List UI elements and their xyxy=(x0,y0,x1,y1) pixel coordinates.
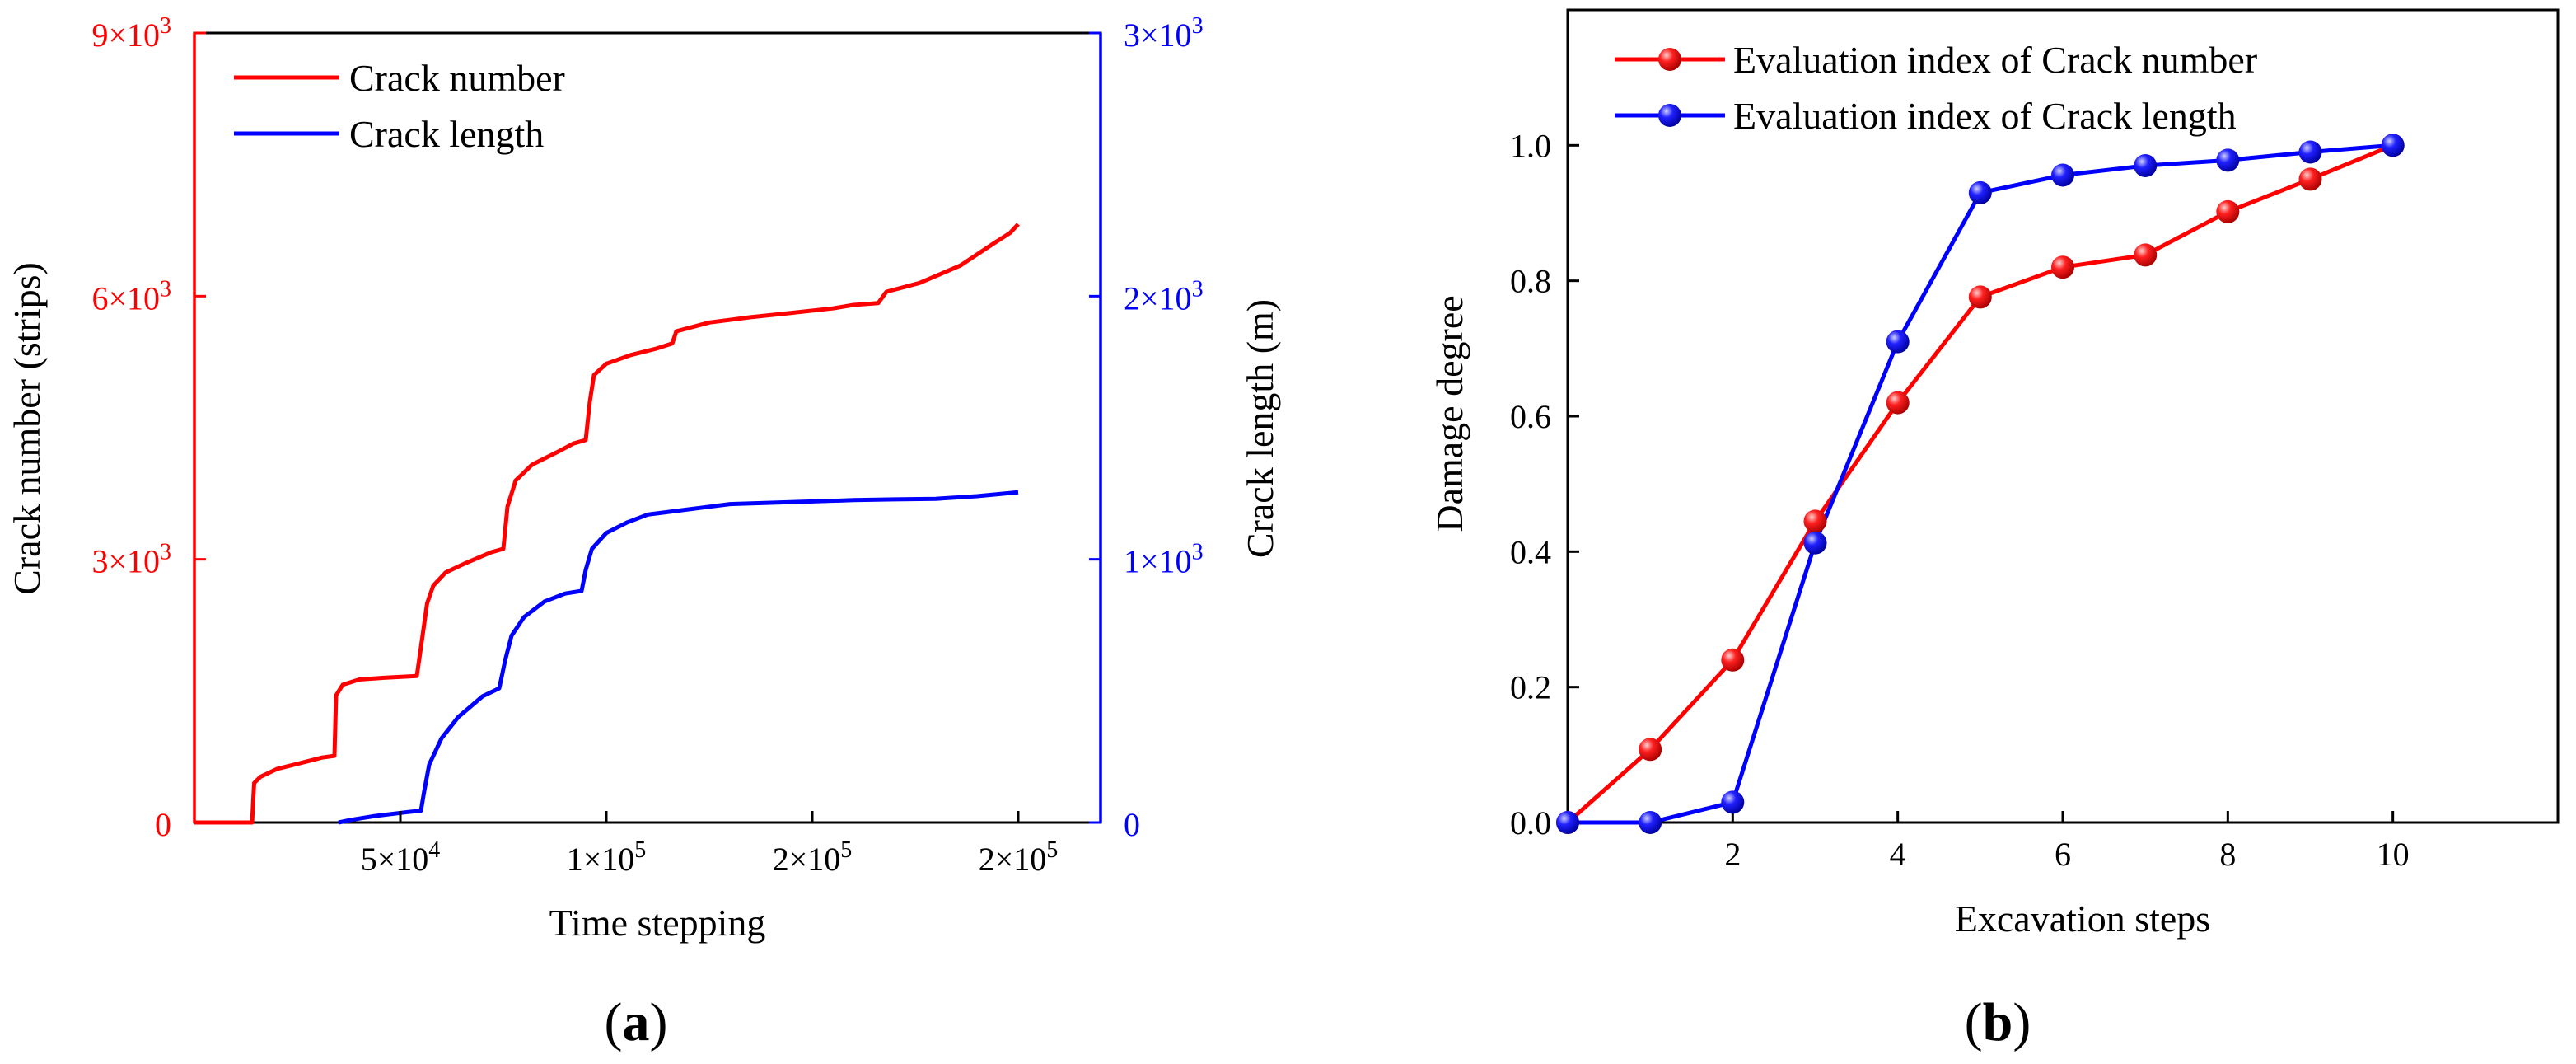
legend-b: Evaluation index of Crack number Evaluat… xyxy=(1615,39,2257,137)
series-line-crack-number xyxy=(194,223,1020,825)
left-y-tick-label: 6×103 xyxy=(91,276,171,316)
right-y-tick-label: 1×103 xyxy=(1124,540,1204,580)
legend-label-crack-length: Crack length xyxy=(349,113,544,155)
data-point-crack-number xyxy=(1968,285,1992,309)
data-point-crack-length xyxy=(1721,790,1745,814)
data-point-crack-number xyxy=(2298,167,2322,191)
x-tick-label-a: 1×105 xyxy=(567,837,647,878)
y-axis-title-left: Crack number (strips) xyxy=(6,262,48,595)
y-tick-label-b: 0.0 xyxy=(1510,804,1551,841)
x-tick-label-b: 4 xyxy=(1890,836,1906,873)
legend-label-crack-number: Crack number xyxy=(349,57,565,99)
data-point-crack-number xyxy=(1803,509,1827,533)
series-group-a xyxy=(194,223,1020,825)
x-tick-label-a: 2×105 xyxy=(773,837,853,878)
x-axis-title-b: Excavation steps xyxy=(1955,898,2210,940)
series-group-b xyxy=(1556,134,2405,834)
x-axis-ticks-b: 2 4 6 8 10 xyxy=(1724,811,2410,873)
y-axis-title-b: Damage degree xyxy=(1428,295,1470,532)
series-line-evaluation-index-of-crack-length xyxy=(1568,143,2393,825)
data-point-crack-number xyxy=(2134,243,2158,267)
y-tick-label-b: 0.4 xyxy=(1510,533,1551,570)
x-tick-label-b: 8 xyxy=(2219,836,2236,873)
legend-marker-eval-crack-length xyxy=(1658,104,1681,127)
data-point-crack-length xyxy=(2298,140,2322,164)
data-point-crack-length xyxy=(2051,163,2074,187)
x-tick-label-b: 2 xyxy=(1724,836,1741,873)
data-point-crack-length xyxy=(1556,811,1579,834)
left-y-axis-ticks: 0 3×103 6×103 9×103 xyxy=(91,13,206,843)
data-point-crack-number xyxy=(2051,255,2074,279)
series-line-evaluation-index-of-crack-number xyxy=(1566,143,2394,824)
data-point-crack-number xyxy=(2216,199,2240,223)
data-point-crack-number xyxy=(1721,648,1745,672)
data-point-crack-length xyxy=(1968,180,1992,204)
y-tick-label-b: 0.2 xyxy=(1510,669,1551,706)
legend-a: Crack number Crack length xyxy=(234,57,565,155)
panel-label-b: (b) xyxy=(1965,992,2031,1052)
x-tick-label-a: 5×104 xyxy=(361,837,441,878)
right-y-tick-label: 2×103 xyxy=(1124,276,1204,316)
y-tick-label-b: 0.6 xyxy=(1510,398,1551,435)
data-point-crack-length xyxy=(1886,330,1910,354)
legend-marker-eval-crack-number xyxy=(1658,48,1681,71)
y-tick-label-b: 1.0 xyxy=(1510,127,1551,164)
legend-label-eval-crack-number: Evaluation index of Crack number xyxy=(1733,39,2257,81)
data-point-crack-number xyxy=(1639,738,1662,762)
right-y-tick-label: 0 xyxy=(1124,806,1140,843)
left-y-tick-label: 0 xyxy=(155,806,171,843)
panel-a-crack-evolution: 5×104 1×105 2×105 2×105 0 3×103 6×103 9×103 0 1… xyxy=(6,13,1281,1052)
right-y-tick-label: 3×103 xyxy=(1124,13,1204,54)
y-tick-label-b: 0.8 xyxy=(1510,263,1551,300)
data-point-crack-length xyxy=(2134,154,2158,177)
x-axis-title-a: Time stepping xyxy=(549,902,766,944)
legend-label-eval-crack-length: Evaluation index of Crack length xyxy=(1733,95,2237,137)
data-point-crack-length xyxy=(1639,811,1662,834)
plot-frame-a xyxy=(193,31,1102,824)
data-point-crack-length xyxy=(1803,531,1827,555)
right-y-axis-ticks: 0 1×103 2×103 3×103 xyxy=(1089,13,1204,843)
data-point-crack-length xyxy=(2216,148,2240,172)
x-tick-label-b: 10 xyxy=(2377,836,2410,873)
panel-label-a: (a) xyxy=(605,992,668,1052)
left-y-tick-label: 9×103 xyxy=(91,13,171,54)
data-point-crack-number xyxy=(1886,391,1910,415)
panel-b-damage-degree: 2 4 6 8 10 0.0 0.2 0.4 0.6 0.8 1.0 Evaluation ind… xyxy=(1428,8,2560,1052)
left-y-tick-label: 3×103 xyxy=(91,540,171,580)
x-tick-label-a: 2×105 xyxy=(979,837,1059,878)
data-point-crack-length xyxy=(2381,134,2405,157)
x-tick-label-b: 6 xyxy=(2055,836,2071,873)
y-axis-title-right: Crack length (m) xyxy=(1239,299,1281,558)
series-line-crack-length xyxy=(338,490,1019,825)
x-axis-ticks-a: 5×104 1×105 2×105 2×105 xyxy=(361,811,1059,878)
